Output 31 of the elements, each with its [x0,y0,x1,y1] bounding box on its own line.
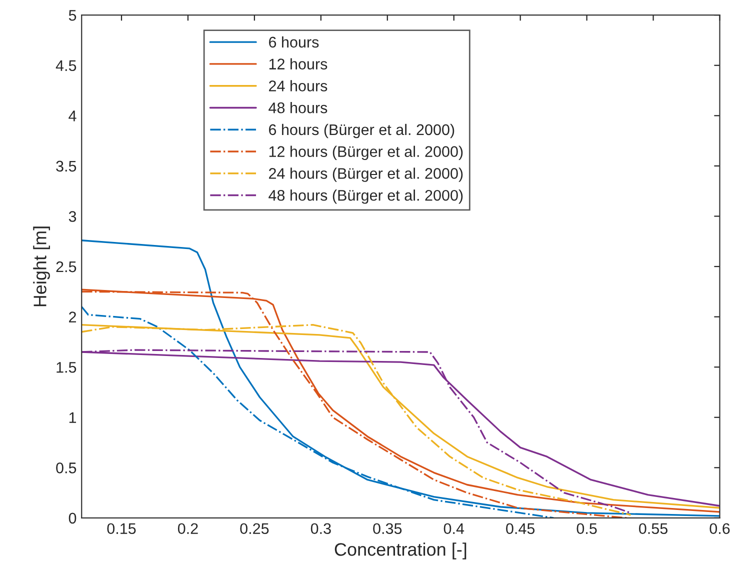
y-tick-label: 4 [68,110,76,122]
legend-label: 12 hours (Bürger et al. 2000) [269,146,463,160]
x-tick-label: 0.4 [444,523,464,534]
legend-label: 24 hours [269,80,328,92]
y-tick-label: 1.5 [56,362,76,373]
x-tick-label: 0.2 [178,523,198,534]
x-tick-label: 0.3 [310,523,331,534]
x-tick-label: 0.35 [373,523,402,534]
legend-label: 12 hours [269,58,328,70]
legend-label: 48 hours [268,102,328,114]
legend-label: 6 hours (Bürger et al. 2000) [269,124,454,138]
y-tick-label: 0.5 [56,462,76,474]
legend-label: 24 hours (Bürger et al. 2000) [269,168,463,182]
legend-label: 48 hours (Bürger et al. 2000) [268,190,463,204]
x-tick-label: 0.25 [240,523,269,534]
y-tick-label: 4.5 [56,60,76,72]
y-tick-label: 0 [68,512,76,524]
x-tick-label: 0.5 [576,523,597,534]
legend-label: 6 hours [269,36,319,48]
x-tick-label: 0.45 [506,523,535,534]
y-tick-label: 3 [68,211,76,222]
y-tick-label: 1 [69,412,76,423]
x-tick-label: 0.15 [107,523,136,534]
x-tick-label: 0.6 [710,523,730,534]
x-tick-label: 0.55 [639,523,668,534]
y-tick-label: 5 [68,10,76,21]
x-axis-title: Concentration [-] [334,542,466,560]
y-axis-title: Height [m] [33,226,50,306]
y-tick-label: 2 [69,312,76,322]
y-tick-label: 3.5 [56,160,76,172]
y-tick-label: 2.5 [56,261,76,272]
